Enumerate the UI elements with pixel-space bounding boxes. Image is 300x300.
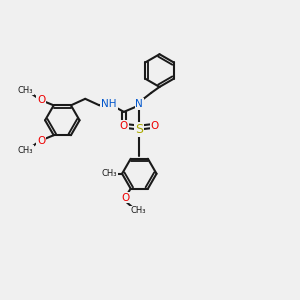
Text: O: O — [120, 121, 128, 131]
Text: O: O — [37, 136, 45, 146]
Text: N: N — [135, 99, 143, 109]
Text: NH: NH — [101, 99, 117, 109]
Text: CH₃: CH₃ — [130, 206, 146, 215]
Text: CH₃: CH₃ — [18, 86, 33, 95]
Text: O: O — [37, 95, 45, 105]
Text: CH₃: CH₃ — [101, 169, 117, 178]
Text: CH₃: CH₃ — [18, 146, 33, 155]
Text: O: O — [120, 124, 128, 134]
Text: S: S — [135, 123, 143, 136]
Text: O: O — [151, 121, 159, 131]
Text: O: O — [121, 193, 130, 202]
